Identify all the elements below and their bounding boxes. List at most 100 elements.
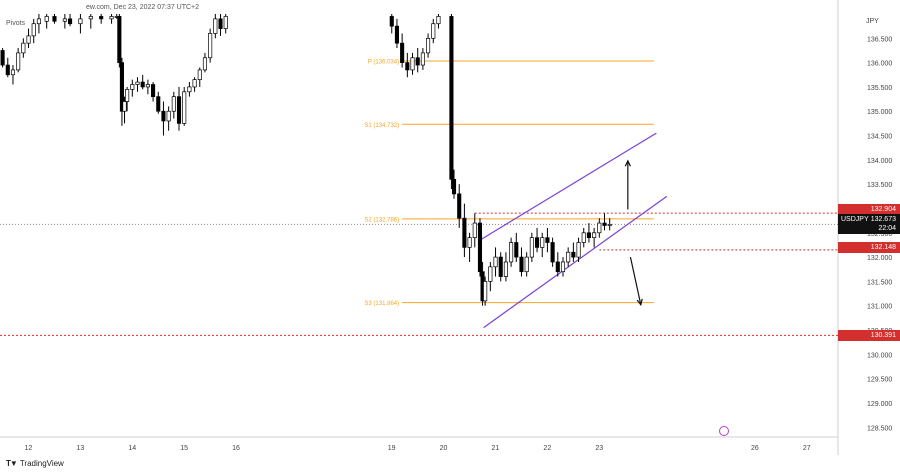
candle-body: [394, 25, 399, 44]
candle-body: [400, 42, 405, 63]
candle-body: [420, 52, 425, 66]
y-tick-label: 129.500: [867, 377, 892, 384]
arrow-up-icon: [624, 159, 632, 167]
candle-body: [597, 222, 602, 234]
tradingview-logo[interactable]: T▼ TradingView: [6, 459, 64, 468]
candle-body: [161, 110, 166, 122]
candle-body: [88, 16, 93, 20]
x-tick-label: 15: [180, 445, 188, 452]
candle-body: [483, 281, 488, 302]
candle-body: [415, 57, 420, 66]
candle-body: [99, 16, 104, 20]
candle-body: [488, 266, 493, 282]
current-price-tag: USDJPY 132.673 22:04: [838, 214, 900, 234]
candle-body: [36, 18, 41, 25]
candle-body: [5, 64, 10, 76]
candle-body: [503, 261, 508, 277]
candle-body: [514, 242, 519, 258]
candle-body: [529, 237, 534, 258]
bar-countdown: 22:04: [878, 225, 896, 232]
tv-icon: T▼: [6, 459, 18, 468]
candle-body: [119, 62, 124, 112]
candle-body: [509, 242, 514, 263]
y-tick-label: 136.500: [867, 36, 892, 43]
y-tick-label: 136.000: [867, 61, 892, 68]
candle-body: [171, 96, 176, 112]
candle-body: [0, 50, 5, 66]
x-tick-label: 14: [128, 445, 136, 452]
candle-body: [592, 232, 597, 239]
indicator-label[interactable]: Pivots: [6, 20, 26, 27]
candle-body: [545, 237, 550, 243]
x-tick-label: 22: [543, 445, 551, 452]
candle-body: [472, 222, 477, 239]
candle-body: [16, 52, 21, 71]
candle-body: [176, 96, 182, 124]
y-tick-label: 129.000: [867, 401, 892, 408]
current-symbol: USDJPY: [841, 216, 869, 223]
candle-body: [566, 251, 571, 263]
candle-body: [10, 69, 16, 76]
pivot-label: S1 (134.732): [364, 123, 399, 129]
candle-body: [405, 62, 410, 71]
candle-body: [166, 110, 171, 122]
y-tick-label: 134.000: [867, 158, 892, 165]
candle-body: [581, 232, 586, 243]
level-tag-132148: 132.148: [838, 242, 900, 253]
candle-body: [156, 96, 161, 112]
candle-body: [550, 242, 555, 263]
y-tick-label: 134.500: [867, 134, 892, 141]
candle-body: [202, 57, 208, 71]
event-marker-icon: [719, 426, 729, 436]
y-tick-label: 131.500: [867, 279, 892, 286]
candle-body: [130, 84, 135, 90]
arrow-down-shaft: [629, 256, 642, 305]
candle-body: [540, 237, 545, 248]
y-tick-label: 130.000: [867, 352, 892, 359]
x-tick-label: 19: [388, 445, 396, 452]
y-tick-label: 132.000: [867, 255, 892, 262]
candle-body: [151, 84, 156, 98]
candle-body: [135, 81, 140, 85]
candle-body: [109, 16, 114, 20]
candle-body: [52, 16, 57, 22]
candle-body: [462, 217, 467, 248]
candle-body: [140, 81, 145, 88]
current-price: 132.673: [870, 216, 896, 223]
pivot-label: P (136.034): [368, 59, 399, 65]
arrow-down-icon: [636, 298, 643, 307]
pivot-label: S2 (132.786): [364, 217, 399, 223]
candle-body: [519, 256, 524, 273]
candle-body: [457, 193, 462, 219]
candle-body: [26, 35, 31, 44]
candle-body: [571, 251, 576, 258]
x-tick-label: 23: [595, 445, 603, 452]
candle-body: [117, 16, 122, 63]
y-tick-label: 132.500: [867, 231, 892, 238]
x-tick-label: 21: [492, 445, 500, 452]
x-tick-label: 26: [751, 445, 759, 452]
candle-body: [467, 237, 472, 248]
y-tick-label: 135.000: [867, 109, 892, 116]
candle-body: [31, 23, 36, 37]
candle-body: [223, 16, 228, 29]
channel-upper-line: [479, 132, 657, 241]
candle-body: [498, 256, 503, 277]
candle-body: [451, 178, 457, 195]
candle-body: [586, 232, 591, 239]
candle-body: [493, 256, 498, 268]
candle-body: [21, 42, 26, 54]
x-tick-label: 12: [25, 445, 33, 452]
candle-body: [477, 222, 483, 273]
candle-body: [431, 23, 436, 39]
candle-body: [555, 261, 560, 273]
x-tick-label: 16: [232, 445, 240, 452]
level-tag-132904: 132.904: [838, 204, 900, 215]
candle-body: [410, 57, 415, 71]
y-tick-label: 131.000: [867, 304, 892, 311]
candle-body: [208, 33, 213, 59]
brand-text: TradingView: [19, 459, 64, 468]
candle-body: [560, 261, 566, 273]
candle-body: [436, 16, 441, 25]
